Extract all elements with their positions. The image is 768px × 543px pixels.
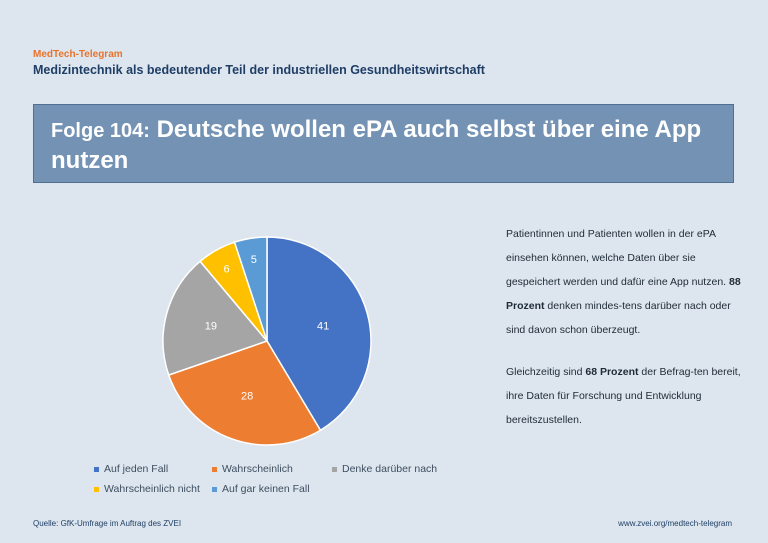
legend-label: Auf gar keinen Fall xyxy=(222,483,310,495)
legend-swatch xyxy=(332,466,337,472)
brand-label: MedTech-Telegram xyxy=(33,49,123,60)
legend-label: Auf jeden Fall xyxy=(104,463,169,475)
pie-data-label: 6 xyxy=(223,263,229,275)
legend-item: Denke darüber nach xyxy=(332,463,437,475)
title-text: Deutsche wollen ePA auch selbst über ein… xyxy=(51,116,702,174)
legend-label: Wahrscheinlich xyxy=(222,463,293,475)
footer-link[interactable]: www.zvei.org/medtech-telegram xyxy=(618,519,732,528)
pie-chart: 41 28 19 6 5 xyxy=(162,236,372,446)
paragraph-1: Patientinnen und Patienten wollen in der… xyxy=(506,228,741,336)
legend-label: Denke darüber nach xyxy=(342,463,438,475)
pie-data-label: 5 xyxy=(251,254,257,266)
legend-item: Wahrscheinlich nicht xyxy=(94,483,200,495)
source-note: Quelle: GfK-Umfrage im Auftrag des ZVEI xyxy=(33,519,182,528)
legend-swatch xyxy=(94,466,99,472)
pie-slice-wahrscheinlich xyxy=(167,340,322,446)
pie-slice-auf-jeden-fall xyxy=(266,236,372,432)
episode-label: Folge 104: xyxy=(51,120,150,142)
legend-swatch xyxy=(212,486,217,492)
pie-data-label: 28 xyxy=(241,391,253,403)
pie-data-label: 41 xyxy=(317,320,329,332)
description-text: Patientinnen und Patienten wollen in der… xyxy=(506,222,746,450)
legend-item: Auf jeden Fall xyxy=(94,463,168,475)
legend-swatch xyxy=(94,486,99,492)
page-title: Folge 104: Deutsche wollen ePA auch selb… xyxy=(51,115,721,175)
page-subtitle: Medizintechnik als bedeutender Teil der … xyxy=(33,63,485,77)
title-banner: Folge 104: Deutsche wollen ePA auch selb… xyxy=(33,104,734,183)
paragraph-2: Gleichzeitig sind 68 Prozent der Befrag-… xyxy=(506,366,741,426)
pie-data-label: 19 xyxy=(205,320,217,332)
legend-item: Auf gar keinen Fall xyxy=(212,483,310,495)
legend-item: Wahrscheinlich xyxy=(212,463,293,475)
pie-slice-auf-gar-keinen-fall xyxy=(233,236,268,342)
pie-slice-denke-darüber-nach xyxy=(162,260,269,376)
legend-swatch xyxy=(212,466,217,472)
legend-label: Wahrscheinlich nicht xyxy=(104,483,200,495)
